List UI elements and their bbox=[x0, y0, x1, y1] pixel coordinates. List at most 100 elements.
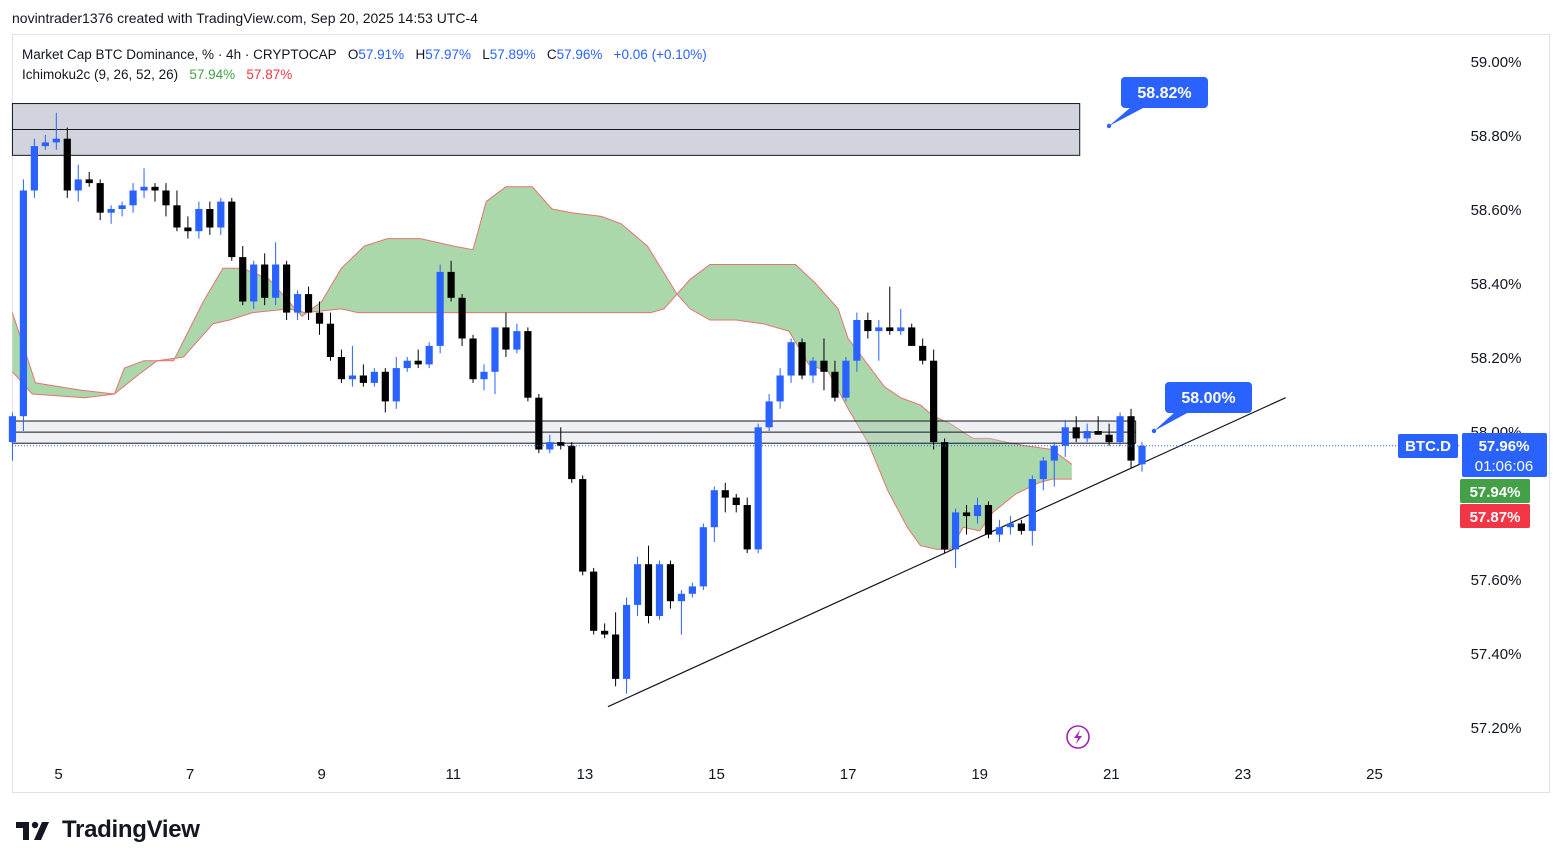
candle bbox=[908, 323, 916, 346]
candle-body bbox=[875, 327, 883, 332]
candle-body bbox=[491, 327, 499, 372]
candle-body bbox=[162, 190, 170, 206]
candle-body bbox=[392, 368, 400, 402]
candle bbox=[831, 360, 839, 402]
legend-symbol-name: Market Cap BTC Dominance, % · 4h · CRYPT… bbox=[22, 47, 337, 62]
candle-body bbox=[1017, 523, 1025, 531]
candle bbox=[272, 242, 280, 306]
x-axis-tick-label: 5 bbox=[54, 766, 62, 783]
candle bbox=[787, 338, 795, 383]
candle-body bbox=[612, 634, 620, 679]
candle-body bbox=[644, 564, 653, 616]
candle-body bbox=[622, 604, 631, 679]
candle bbox=[765, 394, 773, 431]
candle bbox=[107, 205, 115, 224]
candle bbox=[370, 368, 378, 387]
candle bbox=[228, 197, 236, 261]
ascending-trendline[interactable] bbox=[607, 397, 1286, 708]
candle bbox=[414, 349, 422, 369]
candle-body bbox=[19, 190, 28, 417]
candle bbox=[162, 183, 170, 217]
legend-low-label: L bbox=[482, 47, 490, 62]
candle bbox=[151, 183, 159, 202]
legend-open-value: 57.91% bbox=[358, 47, 405, 62]
candle bbox=[721, 482, 729, 513]
x-axis-tick-label: 11 bbox=[446, 766, 462, 783]
candle bbox=[1083, 423, 1091, 443]
candle-body bbox=[1006, 523, 1015, 528]
candle bbox=[973, 497, 982, 524]
x-axis-tick-label: 13 bbox=[577, 766, 594, 783]
candle-body bbox=[41, 142, 49, 147]
y-axis-tick-label: 59.00% bbox=[1471, 54, 1522, 71]
candle bbox=[842, 357, 850, 402]
last-price-tag: 57.96% 01:06:06 bbox=[1462, 433, 1547, 477]
candle bbox=[568, 442, 576, 483]
candle bbox=[919, 338, 927, 365]
candle-body bbox=[447, 271, 455, 298]
candle bbox=[590, 567, 598, 635]
candle bbox=[513, 323, 521, 354]
candle-body bbox=[633, 564, 642, 605]
candle-body bbox=[908, 327, 916, 346]
candle bbox=[535, 394, 543, 454]
candle bbox=[579, 475, 587, 576]
candle bbox=[601, 623, 609, 639]
candle-body bbox=[984, 505, 993, 535]
callout-box bbox=[1165, 382, 1252, 413]
price-callout-1[interactable]: 58.82% bbox=[1106, 77, 1208, 129]
legend-close-value: 57.96% bbox=[556, 47, 603, 62]
candle bbox=[612, 612, 620, 687]
candle-body bbox=[1116, 416, 1124, 443]
candle bbox=[984, 501, 993, 539]
candle-body bbox=[425, 345, 433, 365]
candle bbox=[655, 560, 664, 620]
y-axis-tick-label: 58.80% bbox=[1471, 128, 1522, 145]
candle-body bbox=[677, 593, 686, 602]
symbol-tag-box bbox=[1398, 434, 1458, 458]
candle-body bbox=[732, 497, 740, 505]
candle bbox=[184, 216, 192, 239]
candle-body bbox=[458, 297, 466, 339]
candle bbox=[776, 368, 784, 409]
candle-body bbox=[995, 527, 1004, 535]
candle bbox=[118, 201, 126, 217]
span-b-box bbox=[1460, 504, 1530, 528]
lightning-icon[interactable] bbox=[1066, 725, 1090, 749]
candle-body bbox=[787, 342, 795, 376]
price-callout-2[interactable]: 58.00% bbox=[1151, 382, 1252, 434]
legend-close-label: C bbox=[546, 47, 557, 62]
candle-body bbox=[973, 505, 982, 517]
symbol-price-tag[interactable]: BTC.D bbox=[1398, 434, 1458, 458]
callout-pointer bbox=[1109, 107, 1145, 126]
span-b-price-tag: 57.87% bbox=[1460, 504, 1530, 528]
bar-countdown: 01:06:06 bbox=[1475, 458, 1533, 475]
candle bbox=[1105, 423, 1113, 446]
candle bbox=[699, 523, 707, 591]
candle bbox=[809, 357, 817, 383]
candle-body bbox=[195, 209, 203, 232]
candle-body bbox=[919, 345, 927, 361]
candle bbox=[1116, 412, 1124, 446]
x-axis-tick-label: 19 bbox=[971, 766, 988, 783]
candle-body bbox=[304, 294, 313, 313]
chart-legend: Market Cap BTC Dominance, % · 4h · CRYPT… bbox=[22, 45, 707, 85]
candle-body bbox=[502, 327, 510, 350]
candle bbox=[820, 338, 828, 391]
chart-caption: novintrader1376 created with TradingView… bbox=[12, 10, 478, 26]
candle-body bbox=[403, 360, 411, 369]
candle-body bbox=[30, 146, 38, 191]
x-axis-tick-label: 9 bbox=[318, 766, 326, 783]
candle bbox=[30, 138, 38, 198]
candle-body bbox=[140, 186, 148, 191]
candle-body bbox=[941, 442, 949, 550]
candle-body bbox=[381, 371, 389, 402]
candle-body bbox=[239, 257, 247, 302]
candle bbox=[995, 519, 1004, 542]
candle-body bbox=[184, 227, 192, 232]
candle bbox=[951, 508, 960, 568]
candle bbox=[469, 334, 477, 383]
x-axis-tick-label: 15 bbox=[708, 766, 725, 783]
callout-anchor bbox=[1106, 123, 1112, 129]
